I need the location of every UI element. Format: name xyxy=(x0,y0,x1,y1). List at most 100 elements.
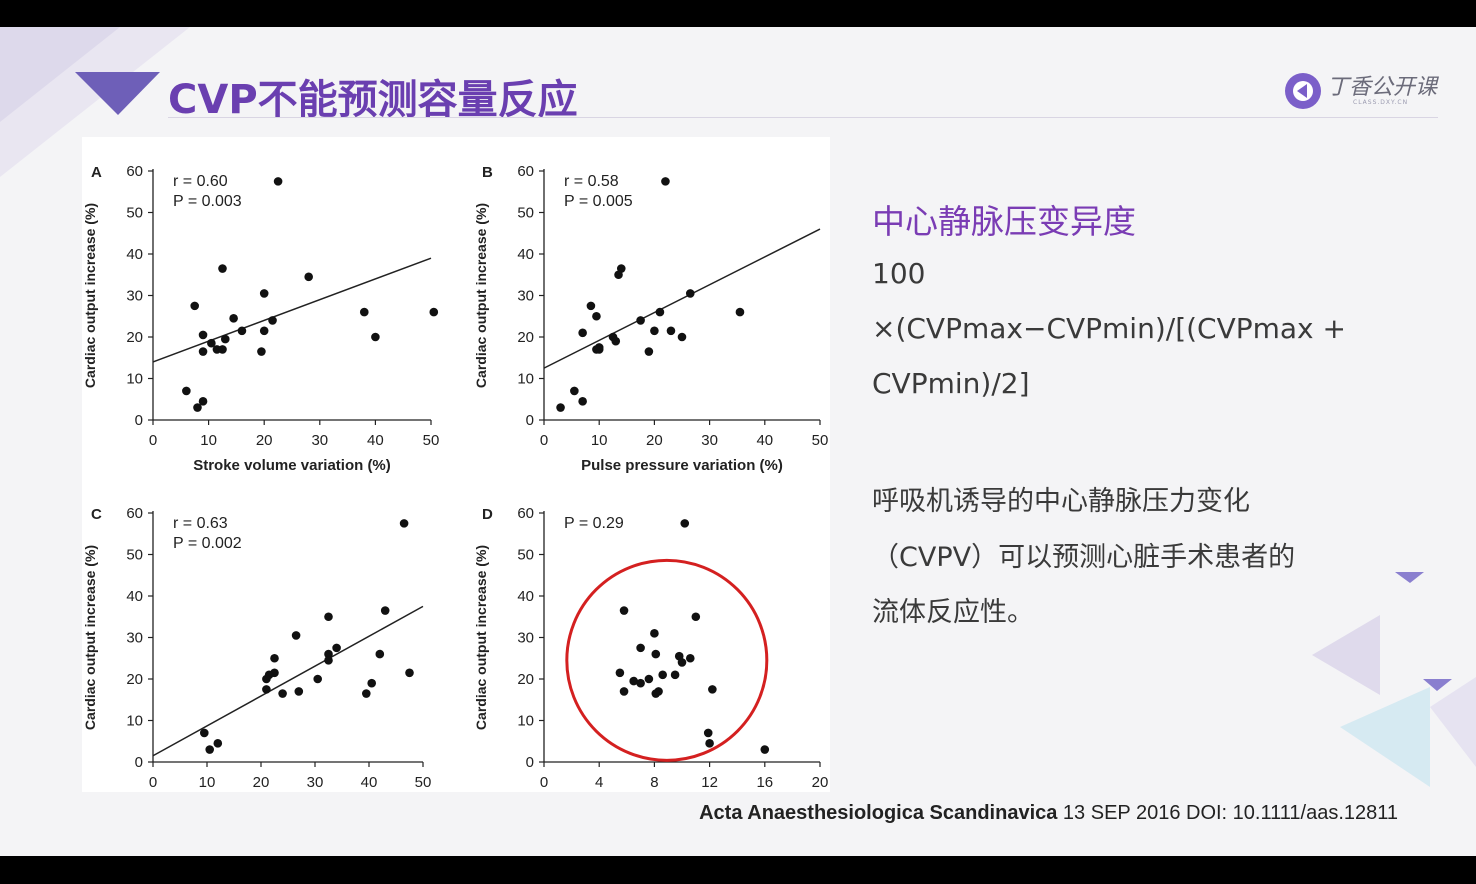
panel-b-data-point xyxy=(586,301,596,311)
panel-b-y-tick-label: 50 xyxy=(517,205,534,222)
panel-d-stat-annotation: P = 0.29 xyxy=(564,515,624,532)
panel-a-data-point xyxy=(268,316,277,325)
panel-c-data-point xyxy=(262,685,271,694)
panel-d-data-point xyxy=(708,685,717,694)
panel-b-data-point xyxy=(570,386,579,396)
panel-b-data-point xyxy=(650,326,659,336)
panel-c-data-point xyxy=(332,643,341,653)
panel-c-x-tick-label: 10 xyxy=(199,774,216,791)
panel-c-y-tick-label: 10 xyxy=(126,713,143,730)
panel-d-data-point xyxy=(658,670,667,680)
panel-b-stat-annotation: P = 0.005 xyxy=(564,193,633,210)
panel-a-trendline xyxy=(152,257,432,363)
panel-d-y-tick-label: 40 xyxy=(517,588,534,605)
panel-c-y-axis-label: Cardiac output increase (%) xyxy=(82,545,98,730)
panel-b-data-point xyxy=(556,403,565,412)
panel-a-stat-annotation: r = 0.60 xyxy=(173,173,228,190)
panel-b-data-point xyxy=(611,336,621,346)
logo-subtext: CLASS.DXY.CN xyxy=(1353,99,1409,106)
panel-c-y-tick-label: 20 xyxy=(126,671,143,688)
panel-c-data-point xyxy=(294,687,304,696)
panel-b-y-tick-label: 10 xyxy=(517,371,534,388)
panel-d-y-tick-label: 0 xyxy=(526,754,534,771)
panel-d-x-tick-label: 16 xyxy=(756,774,773,791)
panel-a-data-point xyxy=(237,326,247,336)
panel-a-x-tick-label: 50 xyxy=(423,432,440,449)
formula-line-3: CVPmin)/2] xyxy=(872,367,1030,400)
panel-c-x-tick-label: 40 xyxy=(361,774,378,791)
panel-d-data-point xyxy=(760,745,770,754)
panel-c-data-point xyxy=(324,656,333,665)
panel-c-y-tick-label: 60 xyxy=(126,505,143,522)
panel-d-data-point xyxy=(650,629,659,638)
panel-a-x-tick-label: 30 xyxy=(311,432,328,449)
panel-a-data-point xyxy=(259,289,269,298)
panel-c-panel-letter: C xyxy=(91,506,102,523)
panel-d-data-point xyxy=(619,606,629,615)
panel-b-y-tick-label: 60 xyxy=(517,163,534,180)
panel-b-data-point xyxy=(685,289,695,298)
panel-a-data-point xyxy=(218,345,227,354)
panel-a-y-tick-label: 20 xyxy=(126,329,143,346)
panel-d-y-tick-label: 30 xyxy=(517,630,534,647)
panel-b-x-tick-label: 20 xyxy=(646,432,663,449)
panel-a-data-point xyxy=(229,314,238,323)
panel-d-data-point xyxy=(677,658,687,667)
panel-a-y-tick-label: 10 xyxy=(126,371,143,388)
panel-c-data-point xyxy=(200,728,209,738)
slide: CVP不能预测容量反应 丁香公开课 CLASS.DXY.CN 0 10 20 30 40… xyxy=(0,27,1476,856)
panel-c-data-point xyxy=(291,631,301,640)
panel-a-data-point xyxy=(218,264,227,273)
panel-c-y-tick-label: 0 xyxy=(135,754,143,771)
panel-b-x-tick-label: 10 xyxy=(591,432,608,449)
panel-b-x-tick-label: 0 xyxy=(540,432,548,449)
panel-a-x-tick-label: 10 xyxy=(200,432,217,449)
panel-b-data-point xyxy=(578,328,587,338)
panel-a-panel-letter: A xyxy=(91,164,102,181)
panel-d-x-tick-label: 0 xyxy=(540,774,548,791)
panel-b-x-tick-label: 50 xyxy=(812,432,829,449)
panel-b-data-point xyxy=(636,316,645,325)
panel-a-data-point xyxy=(220,334,230,344)
panel-c-data-point xyxy=(324,649,333,659)
panel-a-y-tick-label: 40 xyxy=(126,246,143,263)
panel-d-data-point xyxy=(629,676,638,686)
panel-a-data-point xyxy=(198,347,208,356)
panel-c-data-point xyxy=(367,678,377,688)
description-line-3: 流体反应性。 xyxy=(872,597,1034,628)
panel-b-data-point xyxy=(677,332,687,342)
panel-a-data-point xyxy=(198,330,208,340)
panel-b-data-point xyxy=(644,347,654,356)
panel-d-data-point xyxy=(644,674,654,684)
panel-d-x-tick-label: 12 xyxy=(701,774,718,791)
panel-b-trendline xyxy=(543,228,821,369)
panel-d-x-tick-label: 4 xyxy=(595,774,603,791)
panel-d-data-point xyxy=(636,643,645,653)
logo-icon xyxy=(1285,73,1321,109)
panel-c-stat-annotation: r = 0.63 xyxy=(173,515,228,532)
panel-d-y-tick-label: 60 xyxy=(517,505,534,522)
panel-d-data-point xyxy=(636,678,645,688)
panel-a-x-tick-label: 20 xyxy=(256,432,273,449)
panel-a-x-tick-label: 40 xyxy=(367,432,384,449)
figure-panel: 0 10 20 30 40 50 60 0 10 20 30 40 50 Stroke volume va… xyxy=(82,137,830,816)
panel-d-highlight-circle xyxy=(565,558,769,762)
panel-a-data-point xyxy=(257,347,266,356)
panel-b-x-axis-label: Pulse pressure variation (%) xyxy=(581,457,783,474)
panel-c-y-tick-label: 40 xyxy=(126,588,143,605)
panel-b-data-point xyxy=(614,270,623,280)
panel-c-x-tick-label: 30 xyxy=(307,774,324,791)
panel-b-x-tick-label: 40 xyxy=(756,432,773,449)
panel-c-x-tick-label: 50 xyxy=(415,774,432,791)
panel-b-x-tick-label: 30 xyxy=(701,432,718,449)
panel-a-data-point xyxy=(259,326,269,336)
panel-a-x-tick-label: 0 xyxy=(149,432,157,449)
panel-c-data-point xyxy=(362,689,371,698)
panel-d-data-point xyxy=(619,687,629,696)
panel-b-data-point xyxy=(661,177,670,186)
panel-b-y-tick-label: 30 xyxy=(517,288,534,305)
panel-a-data-point xyxy=(193,403,202,412)
panel-d-y-tick-label: 20 xyxy=(517,671,534,688)
panel-a-y-tick-label: 50 xyxy=(126,205,143,222)
panel-a-x-axis-label: Stroke volume variation (%) xyxy=(193,457,391,474)
